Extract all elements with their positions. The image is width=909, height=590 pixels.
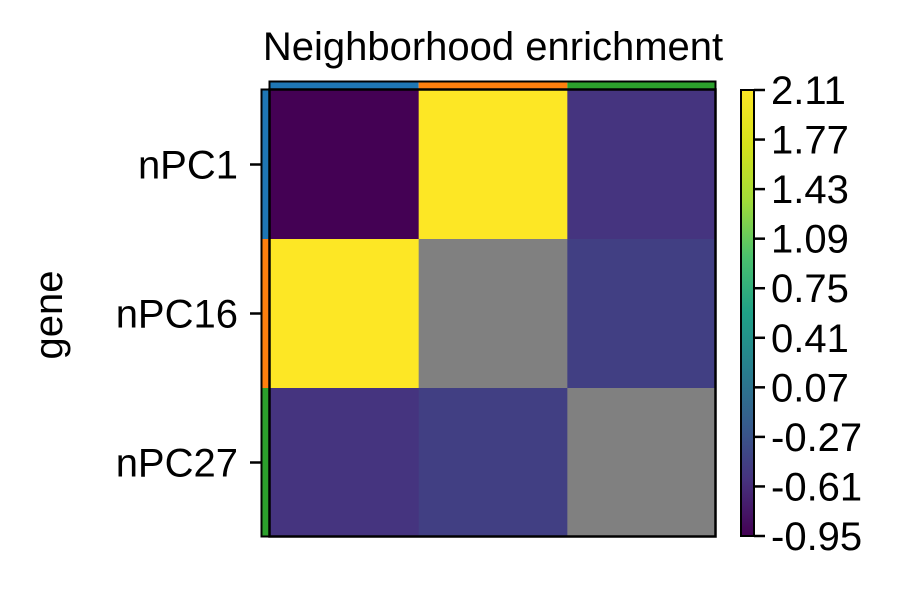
column-group-bar — [418, 82, 568, 89]
heatmap-cell — [418, 239, 568, 389]
row-ticks — [250, 163, 261, 464]
row-group-bar — [262, 239, 269, 388]
colorbar-tick-label: 0.41 — [771, 317, 849, 361]
colorbar-tick-label: -0.61 — [771, 465, 862, 509]
y-axis-label: gene — [27, 271, 71, 360]
colorbar — [740, 89, 755, 537]
heatmap-cell — [270, 239, 420, 389]
colorbar-tick-label: 1.77 — [771, 119, 849, 163]
row-tick-label: nPC16 — [116, 293, 238, 337]
colorbar-ticks: 2.11 1.77 1.43 1.09 0.75 0.41 0.07 -0.27 -0.61 -0… — [754, 69, 862, 559]
colorbar-tick-label: 1.43 — [771, 168, 849, 212]
row-labels: nPC1 nPC16 nPC27 — [116, 144, 238, 486]
column-group-bar — [270, 82, 419, 89]
heatmap-frame — [268, 88, 717, 538]
heatmap-cell — [418, 388, 568, 538]
heatmap-cell — [567, 239, 717, 389]
colorbar-tick-label: -0.95 — [771, 515, 862, 559]
column-group-bar — [567, 82, 717, 89]
heatmap-cell — [270, 90, 420, 240]
colorbar-tick-label: 1.09 — [771, 218, 849, 262]
row-tick-label: nPC27 — [116, 442, 238, 486]
heatmap-cell — [418, 90, 568, 240]
chart-title: Neighborhood enrichment — [263, 25, 723, 69]
colorbar-tick-label: 0.07 — [771, 366, 849, 410]
heatmap-cell — [567, 90, 717, 240]
colorbar-tick-label: 2.11 — [771, 69, 846, 113]
row-group-bar — [262, 90, 269, 239]
heatmap-cell — [270, 388, 420, 538]
heatmap-cells — [270, 90, 717, 538]
colorbar-tick-label: -0.27 — [771, 416, 862, 460]
row-tick-label: nPC1 — [138, 144, 238, 188]
colorbar-tick-label: 0.75 — [771, 267, 849, 311]
row-group-bar — [262, 388, 269, 537]
heatmap-cell — [567, 388, 717, 538]
